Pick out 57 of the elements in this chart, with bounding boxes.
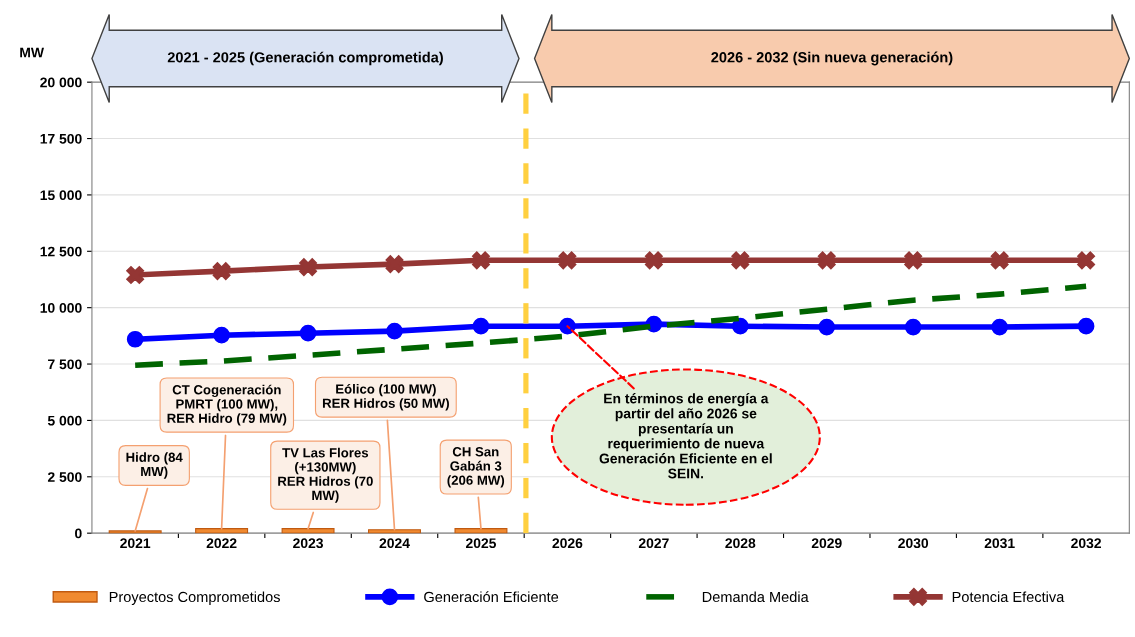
y-tick-label: 7 500 (48, 359, 82, 370)
y-tick-label: 20 000 (40, 77, 82, 88)
x-tick-label: 2032 (1071, 538, 1101, 549)
point (818, 318, 836, 336)
x-tick-label: 2025 (465, 538, 497, 549)
point (731, 317, 749, 335)
x-tick-label: 2022 (206, 538, 237, 549)
y-tick-label: 5 000 (47, 415, 82, 426)
point (213, 326, 230, 344)
point (472, 317, 490, 335)
x-tick-label: 2027 (638, 538, 669, 549)
x-tick-label: 2024 (379, 538, 410, 549)
x-tick-label: 2028 (725, 538, 756, 549)
legend-label: Generación Eficiente (424, 591, 559, 603)
x-tick-label: 2026 (552, 538, 583, 549)
legend-label: Demanda Media (702, 591, 809, 603)
point (559, 317, 576, 335)
x-tick-label: 2030 (898, 538, 929, 549)
y-tick-label: 2 500 (47, 472, 82, 482)
point (644, 251, 663, 270)
y-tick-label: 10 000 (40, 303, 82, 313)
annotation: En términos de energía a partir del año 2026 se presentaría un requerimiento de nueva Generación Eficiente en el SEIN. (599, 393, 772, 479)
x-tick-label: 2029 (811, 538, 842, 549)
legend-label: Proyectos Comprometidos (109, 591, 280, 605)
point (904, 318, 922, 336)
point (558, 251, 577, 270)
y-tick-label: 17 500 (40, 133, 82, 144)
point (126, 330, 144, 348)
point (471, 251, 490, 270)
point (212, 262, 231, 281)
x-tick-label: 2021 (120, 538, 151, 549)
y-axis-title: MW (20, 47, 44, 58)
annotation: TV Las Flores (+130MW) RER Hidros (70 MW) (278, 447, 373, 503)
point (126, 265, 145, 285)
point (731, 251, 750, 270)
annotation: Eólico (100 MW) RER Hidros (50 MW) (322, 383, 449, 411)
x-tick-label: 2031 (984, 538, 1015, 549)
point (990, 251, 1009, 270)
annotation: Hidro (84 MW) (126, 452, 183, 479)
y-tick-label: 0 (75, 528, 82, 539)
annotation: CT Cogeneración PMRT (100 MW), RER Hidro (79 MW) (167, 384, 287, 426)
y-tick-label: 12 500 (40, 246, 82, 257)
legend-label: Potencia Efectiva (952, 591, 1065, 603)
x-tick-label: 2023 (293, 538, 324, 549)
point (817, 251, 836, 270)
point (386, 322, 403, 340)
annotation: CH San Gabán 3 (206 MW) (447, 447, 505, 488)
text: 2021 - 2025 (Generación comprometida) (167, 51, 443, 66)
point (991, 318, 1008, 336)
point (299, 258, 318, 277)
point (385, 255, 404, 274)
y-tick-label: 15 000 (40, 190, 82, 201)
point (299, 324, 317, 342)
point (1077, 251, 1096, 270)
text: 2026 - 2032 (Sin nueva generación) (711, 51, 953, 66)
point (1077, 317, 1095, 335)
point (904, 251, 923, 270)
